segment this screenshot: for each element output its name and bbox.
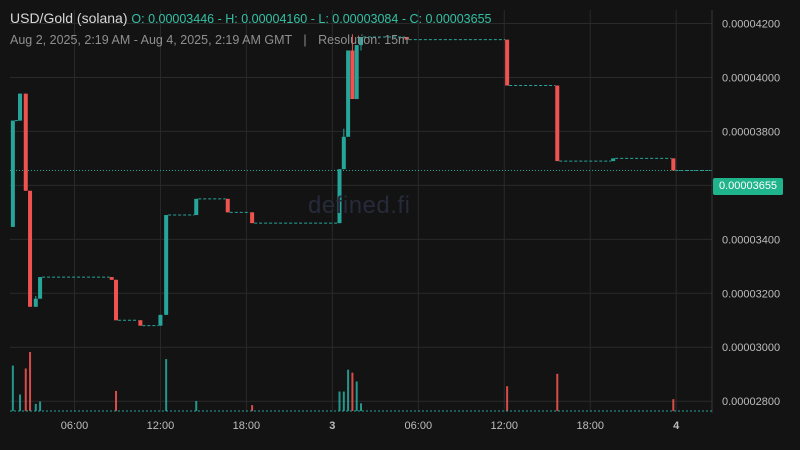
x-tick-label: 06:00	[61, 420, 89, 432]
candle-body	[350, 50, 355, 100]
chart-header: USD/Gold (solana) O: 0.00003446 - H: 0.0…	[10, 10, 491, 26]
x-tick-label: 18:00	[576, 420, 604, 432]
y-tick-label: 0.00003800	[722, 126, 780, 138]
current-price-tag: 0.00003655	[713, 178, 783, 195]
volume-bar	[11, 365, 14, 411]
candle-body	[164, 215, 169, 315]
candle-body	[225, 198, 230, 213]
candle-body	[337, 169, 342, 224]
x-tick-label: 12:00	[490, 420, 518, 432]
chart-subheader: Aug 2, 2025, 2:19 AM - Aug 4, 2025, 2:19…	[10, 33, 408, 47]
candle-body	[346, 50, 351, 137]
candle-body	[138, 320, 143, 326]
candle-body	[611, 158, 616, 162]
candle-body	[18, 93, 23, 121]
open-label: O:	[131, 12, 145, 26]
candle-body	[671, 158, 676, 171]
y-tick-label: 0.00004000	[722, 72, 780, 84]
date-range: Aug 2, 2025, 2:19 AM - Aug 4, 2025, 2:19…	[10, 33, 292, 47]
candle-body	[33, 298, 38, 307]
volume-bar	[355, 381, 358, 411]
candle-body	[404, 36, 409, 40]
close-value: 0.00003655	[425, 12, 492, 26]
watermark: defined.fi	[308, 192, 411, 219]
volume-bar	[34, 403, 37, 411]
volume-bar	[115, 390, 118, 411]
low-label: L:	[318, 12, 329, 26]
candle-body	[555, 85, 560, 162]
volume-bars	[11, 352, 675, 411]
volume-bar	[19, 394, 22, 411]
candle-body	[109, 277, 114, 280]
high-value: 0.00004160	[241, 12, 308, 26]
candles	[10, 34, 676, 326]
volume-bar	[342, 391, 345, 411]
x-tick-label: 12:00	[147, 420, 175, 432]
candle-body	[28, 190, 33, 307]
volume-bar	[672, 399, 675, 411]
grid	[10, 10, 712, 412]
price-step-lines	[10, 36, 712, 327]
y-tick-label: 0.00003400	[722, 234, 780, 246]
volume-bar	[506, 386, 509, 411]
candle-body	[341, 136, 346, 170]
volume-bar	[195, 400, 198, 411]
pair-title: USD/Gold (solana)	[10, 10, 128, 26]
open-value: 0.00003446	[148, 12, 215, 26]
candle-body	[505, 39, 510, 86]
x-tick-label: 18:00	[233, 420, 261, 432]
volume-bar	[347, 369, 350, 411]
y-tick-label: 0.00003000	[722, 342, 780, 354]
y-tick-label: 0.00003200	[722, 288, 780, 300]
x-tick-label: 4	[673, 420, 680, 432]
y-tick-label: 0.00002800	[722, 396, 780, 408]
volume-bar	[360, 403, 362, 411]
candle-body	[158, 314, 163, 326]
volume-bar	[556, 373, 559, 411]
candle-body	[38, 277, 43, 299]
ohlc-readout: O: 0.00003446 - H: 0.00004160 - L: 0.000…	[131, 12, 492, 26]
volume-bar	[338, 391, 341, 411]
axes: 0.000042000.000040000.000038000.00003600…	[10, 10, 780, 432]
x-tick-label: 3	[329, 420, 335, 432]
candle-body	[10, 120, 15, 227]
candle-body	[354, 45, 359, 100]
volume-bar	[351, 372, 354, 411]
volume-bar	[251, 405, 254, 411]
low-value: 0.00003084	[332, 12, 399, 26]
y-tick-label: 0.00004200	[722, 18, 780, 30]
candle-body	[194, 198, 199, 216]
resolution: Resolution: 15m	[318, 33, 409, 47]
volume-bar	[29, 352, 32, 411]
volume-bar	[39, 401, 42, 411]
high-label: H:	[225, 12, 238, 26]
volume-bar	[24, 368, 27, 411]
candle-body	[23, 93, 28, 191]
x-tick-label: 06:00	[405, 420, 433, 432]
separator: |	[303, 33, 307, 47]
candle-body	[359, 36, 363, 46]
candle-body	[114, 279, 119, 321]
volume-bar	[165, 359, 168, 411]
close-label: C:	[409, 12, 422, 26]
candle-body	[250, 212, 255, 224]
